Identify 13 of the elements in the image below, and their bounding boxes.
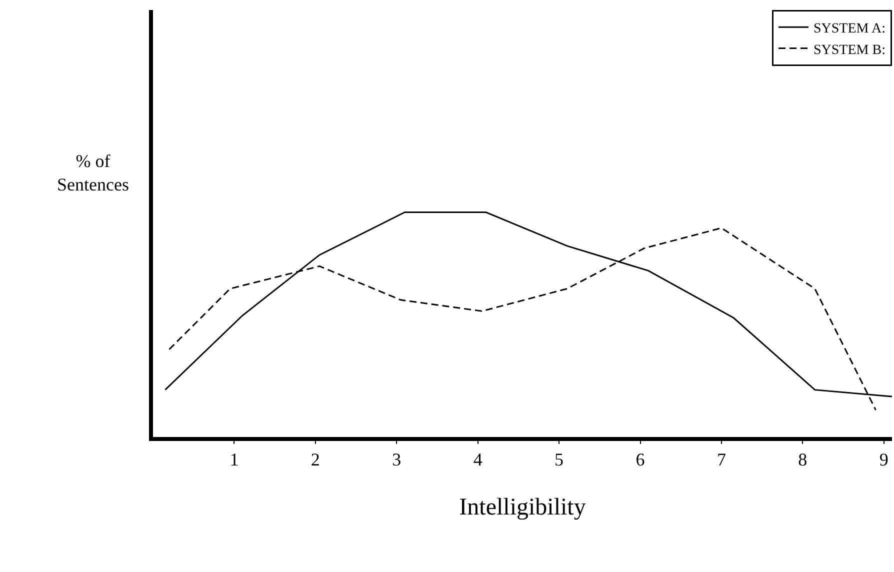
x-axis-title: Intelligibility: [459, 494, 586, 520]
legend-label: SYSTEM A:: [814, 22, 886, 37]
x-tick-label: 9: [879, 450, 888, 470]
legend-label: SYSTEM B:: [814, 42, 886, 58]
x-tick-label: 8: [798, 450, 808, 470]
x-tick-label: 1: [230, 450, 239, 470]
y-axis-title: % of Sentences: [57, 151, 129, 194]
x-tick-label: 2: [310, 450, 320, 470]
x-tick-label: 4: [473, 450, 482, 470]
x-tick-label: 6: [636, 450, 645, 470]
x-tick-label: 7: [716, 450, 726, 470]
x-tick-label: 5: [554, 450, 564, 470]
x-tick-label: 3: [392, 450, 402, 470]
